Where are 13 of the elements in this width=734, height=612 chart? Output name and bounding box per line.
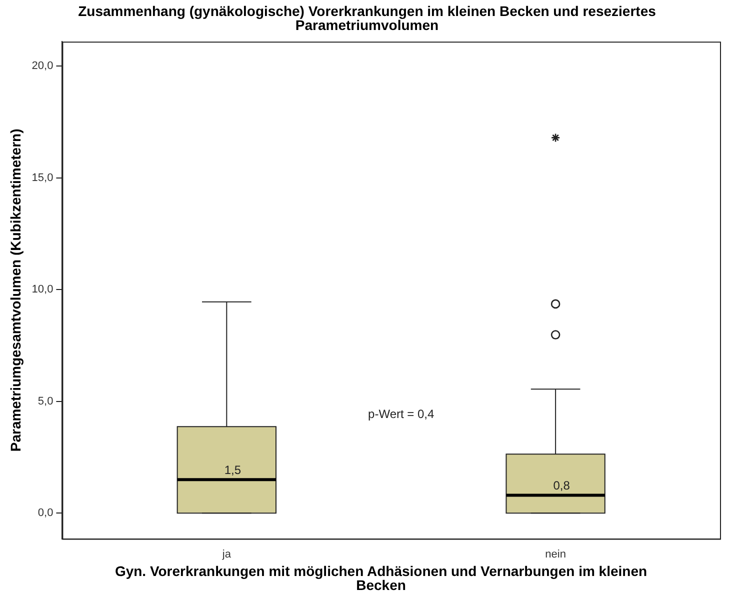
x-tick-label: nein (545, 548, 566, 560)
annotation: 0,8 (553, 478, 570, 493)
y-tick-label: 10,0 (32, 284, 54, 296)
y-tick-label: 15,0 (32, 172, 54, 184)
chart-title: Zusammenhang (gynäkologische) Vorerkrankungen im kleinen Becken und reseziertes Parametriumvolumen (77, 3, 657, 33)
y-tick-label: 0,0 (38, 507, 54, 520)
y-axis-title: Parametriumgesamtvolumen (Kubikzentimetern) (7, 128, 24, 452)
x-axis-title: Gyn. Vorerkrankungen mit möglichen Adhäsionen und Vernarbungen im kleinen Becken (114, 563, 648, 593)
x-tick-label: ja (221, 548, 232, 560)
y-tick-label: 5,0 (38, 395, 54, 408)
annotation: 1,5 (224, 462, 242, 477)
annotation: p-Wert = 0,4 (368, 406, 434, 421)
y-tick-label: 20,0 (32, 60, 54, 72)
